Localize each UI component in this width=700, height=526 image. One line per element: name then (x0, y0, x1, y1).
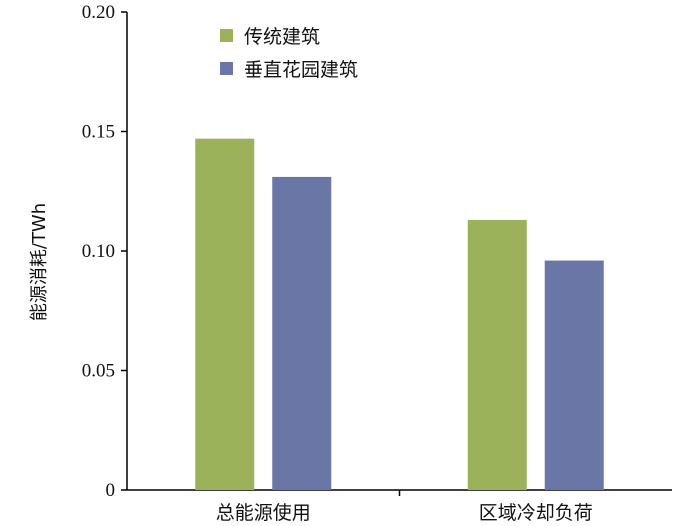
category-labels: 总能源使用 区域冷却负荷 (216, 502, 593, 524)
y-tick-label: 0.20 (82, 2, 115, 23)
legend-swatch (220, 29, 233, 42)
y-tick-label: 0.15 (82, 122, 115, 143)
bar-series-1-cat-2 (467, 219, 527, 490)
bars (195, 138, 604, 491)
bar-series-2-cat-1 (272, 176, 332, 490)
plot-area: 0 0.05 0.10 0.15 0.20 总能源使用 区域冷却负荷 (82, 2, 672, 524)
y-tick-label: 0.10 (82, 241, 115, 262)
legend-label: 垂直花园建筑 (244, 59, 358, 81)
y-ticks: 0 0.05 0.10 0.15 0.20 (82, 2, 127, 501)
y-axis-title: 能源消耗/TWh (29, 203, 50, 321)
legend-swatch (220, 62, 233, 75)
y-tick-label: 0.05 (82, 361, 115, 382)
bar-series-2-cat-2 (544, 260, 604, 490)
bar-series-1-cat-1 (195, 138, 255, 491)
y-tick-label: 0 (106, 480, 116, 501)
category-label: 总能源使用 (216, 502, 311, 524)
category-label: 区域冷却负荷 (479, 502, 593, 524)
legend-label: 传统建筑 (244, 26, 320, 48)
